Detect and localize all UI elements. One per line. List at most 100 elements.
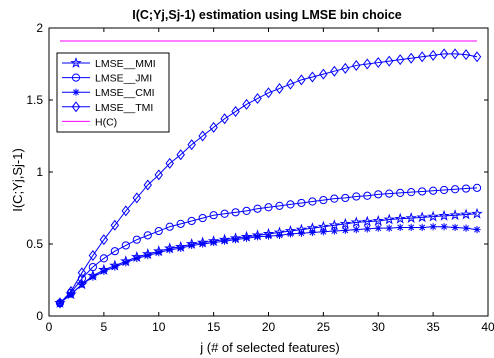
data-point-lmse-tmi: [461, 49, 471, 61]
data-point-lmse-cmi: [264, 232, 273, 240]
data-point-lmse-tmi: [231, 106, 240, 118]
data-point-lmse-jmi: [253, 204, 262, 213]
data-point-lmse-jmi: [209, 211, 218, 220]
legend-label-lmse-mmi: LMSE__MMI: [95, 58, 156, 70]
data-point-lmse-cmi: [451, 223, 459, 232]
data-point-lmse-cmi: [396, 223, 404, 232]
data-point-lmse-tmi: [253, 93, 262, 105]
data-point-lmse-cmi: [144, 251, 152, 260]
legend-label-lmse-tmi: LMSE__TMI: [95, 102, 153, 114]
data-point-lmse-tmi: [198, 130, 207, 142]
data-point-lmse-cmi: [166, 246, 174, 254]
data-point-lmse-tmi: [406, 52, 416, 64]
data-point-lmse-tmi: [308, 71, 317, 83]
legend-marker-lmse-tmi: [71, 101, 81, 113]
data-point-lmse-mmi: [394, 212, 406, 224]
data-point-lmse-jmi: [286, 200, 295, 209]
x-tick-label: 25: [317, 320, 331, 334]
data-point-lmse-jmi: [418, 187, 427, 196]
x-tick-label: 10: [152, 320, 166, 334]
data-point-lmse-tmi: [275, 82, 284, 94]
legend: LMSE__MMI LMSE__JMI LMSE__CMI LMSE__TMI H(C): [56, 52, 170, 133]
data-point-lmse-tmi: [143, 179, 153, 191]
data-point-lmse-cmi: [177, 244, 185, 252]
data-point-lmse-tmi: [209, 121, 218, 133]
data-point-lmse-jmi: [264, 203, 273, 212]
data-point-lmse-jmi: [121, 241, 130, 250]
data-point-lmse-cmi: [67, 290, 75, 298]
data-point-lmse-jmi: [472, 183, 482, 192]
data-point-lmse-tmi: [450, 48, 460, 60]
data-point-lmse-tmi: [286, 78, 295, 90]
data-point-lmse-jmi: [374, 190, 383, 199]
y-tick-label: 0.5: [26, 237, 43, 251]
data-point-lmse-tmi: [417, 51, 427, 63]
data-point-lmse-cmi: [231, 236, 240, 244]
legend-label-lmse-cmi: LMSE__CMI: [95, 87, 155, 99]
x-tick-label: 35: [426, 320, 440, 334]
data-point-lmse-mmi: [427, 210, 439, 222]
data-point-lmse-jmi: [275, 201, 284, 210]
data-point-lmse-tmi: [341, 62, 350, 74]
data-point-lmse-mmi: [449, 209, 461, 221]
data-point-lmse-tmi: [374, 57, 383, 69]
data-point-lmse-tmi: [384, 55, 394, 67]
data-point-lmse-cmi: [221, 237, 229, 245]
data-point-lmse-cmi: [286, 230, 295, 238]
data-point-lmse-tmi: [154, 169, 163, 181]
data-point-lmse-mmi: [383, 213, 395, 225]
data-point-lmse-cmi: [363, 225, 371, 233]
data-point-lmse-tmi: [220, 113, 229, 125]
data-point-lmse-mmi: [405, 212, 417, 223]
series-lmse-jmi: [55, 183, 482, 308]
data-point-lmse-mmi: [361, 215, 373, 227]
data-point-lmse-cmi: [275, 231, 284, 239]
data-point-lmse-jmi: [319, 195, 328, 205]
data-point-lmse-jmi: [242, 206, 251, 215]
data-point-lmse-jmi: [385, 189, 394, 198]
data-point-lmse-jmi: [187, 216, 196, 226]
chart-title: I(C;Yj,Sj-1) estimation using LMSE bin c…: [132, 8, 402, 22]
data-point-lmse-cmi: [78, 280, 86, 288]
data-point-lmse-cmi: [341, 226, 349, 234]
data-point-lmse-tmi: [363, 58, 372, 70]
y-tick-label: 0: [36, 309, 43, 323]
data-point-lmse-cmi: [473, 226, 481, 234]
data-point-lmse-tmi: [55, 297, 65, 309]
legend-marker-lmse-jmi: [71, 73, 81, 82]
data-point-lmse-cmi: [440, 223, 448, 231]
data-point-lmse-cmi: [199, 240, 207, 248]
legend-label-h-c: H(C): [95, 116, 117, 128]
data-point-lmse-jmi: [231, 208, 240, 217]
data-point-lmse-jmi: [220, 209, 229, 218]
data-point-lmse-tmi: [264, 87, 273, 99]
legend-marker-lmse-cmi: [72, 88, 80, 96]
y-tick-label: 1: [36, 165, 43, 179]
data-point-lmse-jmi: [450, 185, 460, 194]
data-point-lmse-tmi: [176, 149, 185, 161]
data-point-lmse-jmi: [132, 235, 141, 244]
data-point-lmse-mmi: [460, 208, 472, 220]
data-point-lmse-tmi: [428, 49, 438, 61]
data-point-lmse-jmi: [165, 222, 174, 231]
data-point-lmse-mmi: [471, 207, 483, 219]
data-point-lmse-jmi: [297, 198, 306, 208]
data-point-lmse-cmi: [253, 233, 262, 241]
data-point-lmse-tmi: [110, 219, 120, 231]
plot-area: 0 5 10 15 20 25 30 35 40 0 0.5 1 1.5 2: [26, 21, 494, 334]
data-point-lmse-jmi: [308, 197, 317, 206]
data-point-lmse-jmi: [88, 262, 98, 272]
data-point-lmse-mmi: [339, 217, 352, 229]
data-point-lmse-tmi: [88, 250, 98, 262]
series-lmse-cmi: [56, 223, 481, 307]
data-point-lmse-cmi: [122, 259, 130, 267]
data-point-lmse-cmi: [89, 273, 97, 281]
data-point-lmse-jmi: [198, 213, 207, 223]
data-point-lmse-mmi: [416, 211, 428, 223]
data-point-lmse-tmi: [297, 74, 306, 86]
data-point-lmse-jmi: [440, 185, 449, 195]
data-point-lmse-cmi: [308, 228, 316, 237]
data-point-lmse-jmi: [461, 184, 471, 193]
data-point-lmse-cmi: [297, 229, 306, 237]
